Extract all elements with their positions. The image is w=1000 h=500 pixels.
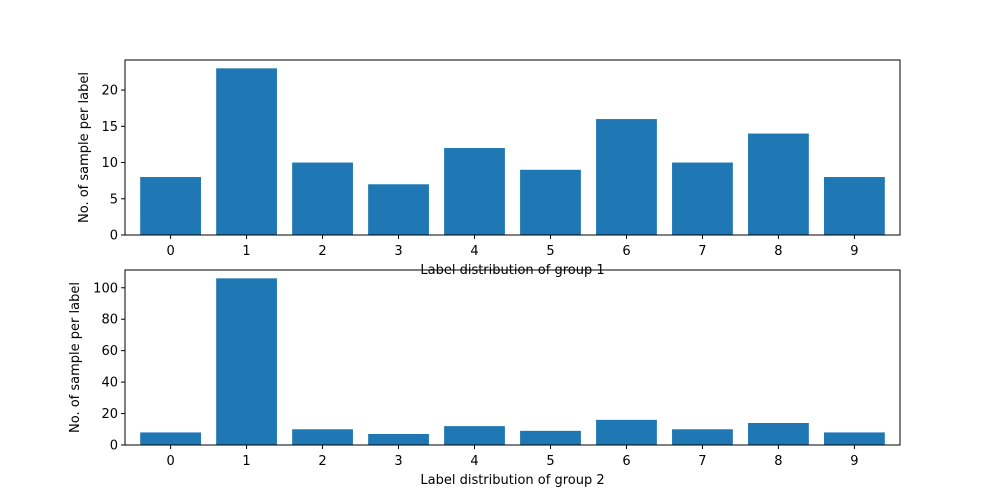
x-tick-label: 8 [774, 244, 782, 259]
y-tick-label: 20 [101, 84, 118, 99]
bars-group-2 [140, 278, 885, 445]
bar-3 [368, 184, 429, 235]
x-tick-label: 4 [470, 244, 478, 259]
bar-4 [444, 148, 505, 235]
y-axis-label-group-2: No. of sample per label [68, 282, 83, 433]
x-tick-label: 6 [622, 244, 630, 259]
bar-6 [596, 419, 657, 445]
bar-9 [824, 177, 885, 235]
x-axis-label-group-2: Label distribution of group 2 [420, 473, 604, 488]
bar-2 [292, 429, 353, 445]
bar-4 [444, 426, 505, 445]
bar-1 [216, 68, 277, 235]
y-ticks-group-1: 0 5 10 15 20 [101, 84, 125, 244]
subplot-group-2: 0 20 40 60 80 100 0 1 2 3 4 5 6 7 8 9 Label distributi… [68, 269, 901, 488]
y-axis-label-group-1: No. of sample per label [77, 72, 92, 223]
x-tick-label: 4 [470, 454, 478, 469]
y-tick-label: 20 [101, 407, 118, 422]
y-ticks-group-2: 0 20 40 60 80 100 [93, 281, 125, 454]
x-tick-label: 9 [850, 454, 858, 469]
bar-9 [824, 432, 885, 445]
x-tick-label: 1 [242, 454, 250, 469]
x-tick-label: 8 [774, 454, 782, 469]
x-tick-label: 6 [622, 454, 630, 469]
x-tick-label: 7 [698, 244, 706, 259]
x-tick-label: 9 [850, 244, 858, 259]
axes-frame-group-1 [124, 59, 901, 236]
x-tick-label: 2 [318, 244, 326, 259]
bar-2 [292, 162, 353, 235]
x-ticks-group-2: 0 1 2 3 4 5 6 7 8 9 [166, 445, 859, 469]
y-tick-label: 5 [110, 192, 118, 207]
bar-8 [748, 133, 809, 235]
y-tick-label: 10 [101, 156, 118, 171]
axes-frame-group-2 [124, 269, 901, 446]
y-tick-label: 40 [101, 376, 118, 391]
bar-6 [596, 119, 657, 235]
bar-8 [748, 422, 809, 445]
bars-group-1 [140, 68, 885, 235]
y-tick-label: 0 [110, 439, 118, 454]
x-tick-label: 0 [166, 454, 174, 469]
x-tick-label: 2 [318, 454, 326, 469]
bar-0 [140, 432, 201, 445]
x-tick-label: 3 [394, 244, 402, 259]
x-tick-label: 7 [698, 454, 706, 469]
bar-5 [520, 169, 581, 235]
y-tick-label: 0 [110, 229, 118, 244]
x-tick-label: 1 [242, 244, 250, 259]
x-ticks-group-1: 0 1 2 3 4 5 6 7 8 9 [166, 235, 859, 259]
x-tick-label: 5 [546, 244, 554, 259]
y-tick-label: 60 [101, 344, 118, 359]
y-tick-label: 15 [101, 120, 118, 135]
y-tick-label: 80 [101, 313, 118, 328]
bar-1 [216, 278, 277, 445]
bar-7 [672, 162, 733, 235]
bar-3 [368, 433, 429, 445]
bar-5 [520, 430, 581, 445]
bar-0 [140, 177, 201, 235]
bar-7 [672, 429, 733, 445]
x-tick-label: 3 [394, 454, 402, 469]
y-tick-label: 100 [93, 281, 118, 296]
x-tick-label: 5 [546, 454, 554, 469]
x-tick-label: 0 [166, 244, 174, 259]
